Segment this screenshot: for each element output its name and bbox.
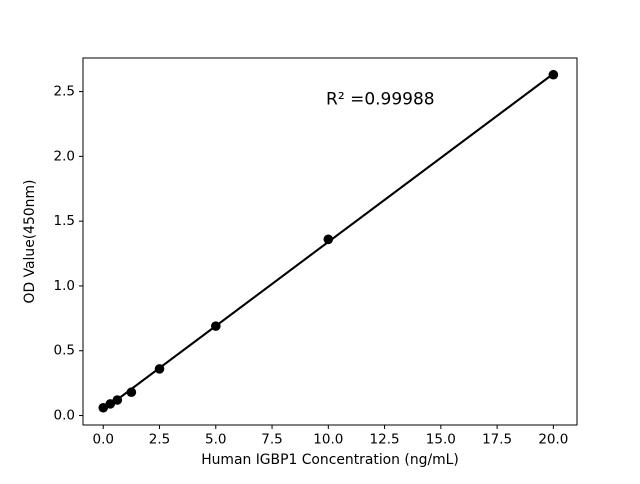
y-tick-label: 2.0	[54, 148, 75, 164]
data-point	[126, 387, 137, 398]
y-tick-label: 2.5	[54, 84, 75, 100]
data-point	[105, 399, 116, 409]
x-tick-label: 17.5	[482, 432, 512, 448]
x-tick-label: 2.5	[149, 432, 170, 448]
x-tick-label: 20.0	[538, 432, 568, 448]
y-axis-title: OD Value(450nm)	[22, 180, 38, 304]
data-point	[323, 234, 334, 245]
y-tick-label: 1.5	[54, 213, 75, 229]
x-tick-label: 10.0	[313, 432, 343, 448]
data-point	[112, 395, 123, 405]
y-tick-label: 0.5	[54, 343, 75, 359]
data-point	[210, 321, 221, 331]
x-tick-label: 5.0	[205, 432, 226, 448]
x-tick-label: 7.5	[261, 432, 282, 448]
y-tick-label: 0.0	[54, 408, 75, 424]
data-point	[154, 364, 165, 374]
data-point	[548, 69, 559, 80]
x-tick-label: 15.0	[426, 432, 456, 448]
x-tick-label: 0.0	[93, 432, 114, 448]
r-squared-annotation: R² =0.99988	[326, 89, 435, 109]
x-tick-label: 12.5	[370, 432, 400, 448]
x-axis-title: Human IGBP1 Concentration (ng/mL)	[201, 452, 459, 468]
data-point	[98, 402, 109, 413]
y-tick-label: 1.0	[54, 278, 75, 294]
plot-border	[82, 57, 578, 426]
plot-axes-group: 0.0 2.5 5.0 7.5 10.0 12.5 15.0 17.5 20.0 0.0 0.5 1.…	[54, 57, 578, 448]
